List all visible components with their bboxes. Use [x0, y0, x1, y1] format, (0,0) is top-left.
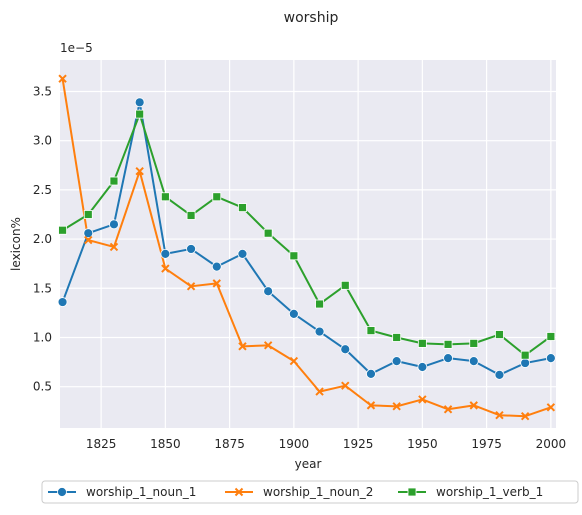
- legend-label: worship_1_noun_2: [263, 485, 373, 499]
- data-point-worship_1_verb_1: [340, 280, 350, 290]
- x-tick-label: 2000: [536, 437, 567, 451]
- data-point-worship_1_verb_1: [546, 332, 556, 341]
- legend: worship_1_noun_1 worship_1_noun_2 worship_…: [41, 480, 579, 504]
- data-point-worship_1_noun_1: [366, 368, 376, 379]
- data-point-worship_1_noun_1: [186, 244, 196, 254]
- data-point-worship_1_verb_1: [315, 299, 324, 309]
- y-tick-label: 2.5: [33, 183, 52, 197]
- data-point-worship_1_verb_1: [263, 228, 273, 238]
- x-tick-label: 1900: [279, 437, 310, 451]
- data-point-worship_1_noun_1: [443, 353, 453, 364]
- legend-swatch-marker: [407, 487, 417, 497]
- data-point-worship_1_noun_1: [340, 344, 351, 355]
- y-axis-label: lexicon%: [9, 217, 23, 271]
- data-point-worship_1_noun_2: [161, 264, 170, 273]
- series-line-worship_1_noun_2: [61, 78, 552, 418]
- x-tick-label: 1975: [471, 437, 502, 451]
- y-tick-label: 0.5: [33, 380, 52, 394]
- data-point-worship_1_verb_1: [469, 338, 479, 348]
- data-point-worship_1_noun_2: [520, 411, 530, 421]
- data-point-worship_1_noun_2: [84, 235, 93, 245]
- y-axis: 0.5 1.0 1.5 2.0 2.5 3.0 3.5: [33, 84, 52, 393]
- data-point-worship_1_noun_2: [263, 341, 273, 350]
- data-point-worship_1_noun_1: [468, 356, 479, 366]
- data-point-worship_1_noun_2: [418, 395, 427, 404]
- y-tick-label: 3.0: [33, 134, 52, 148]
- data-point-worship_1_noun_1: [545, 353, 556, 364]
- data-point-worship_1_verb_1: [109, 176, 119, 186]
- plot-area: [60, 60, 556, 428]
- data-point-worship_1_noun_2: [546, 403, 556, 412]
- data-point-worship_1_verb_1: [135, 109, 145, 119]
- legend-box: [41, 480, 579, 504]
- legend-swatch-marker: [57, 487, 67, 497]
- data-point-worship_1_noun_1: [237, 248, 248, 259]
- data-point-worship_1_noun_1: [160, 248, 171, 259]
- x-tick-label: 1825: [86, 437, 117, 451]
- data-point-worship_1_verb_1: [392, 333, 402, 342]
- y-axis-multiplier: 1e−5: [60, 41, 93, 55]
- data-point-worship_1_noun_1: [83, 228, 94, 239]
- data-point-worship_1_verb_1: [238, 203, 247, 212]
- grid: [60, 60, 556, 428]
- data-point-worship_1_noun_2: [392, 402, 401, 411]
- data-point-worship_1_verb_1: [83, 210, 93, 219]
- x-tick-label: 1925: [343, 437, 374, 451]
- y-tick-label: 3.5: [33, 84, 52, 98]
- data-point-worship_1_verb_1: [212, 192, 222, 202]
- data-point-worship_1_noun_2: [238, 342, 247, 351]
- data-point-worship_1_noun_2: [135, 166, 144, 176]
- data-point-worship_1_noun_1: [494, 369, 505, 380]
- data-point-worship_1_noun_1: [314, 326, 325, 337]
- data-point-worship_1_noun_1: [288, 308, 299, 319]
- data-point-worship_1_noun_1: [417, 362, 428, 372]
- data-point-worship_1_noun_1: [391, 356, 402, 366]
- series-markers: [57, 74, 556, 421]
- data-point-worship_1_noun_2: [341, 381, 350, 390]
- data-point-worship_1_verb_1: [366, 326, 376, 335]
- data-point-worship_1_noun_1: [109, 219, 119, 230]
- data-point-worship_1_noun_2: [469, 401, 478, 410]
- data-point-worship_1_noun_2: [58, 74, 67, 83]
- y-tick-label: 1.5: [33, 281, 52, 295]
- x-tick-label: 1850: [150, 437, 181, 451]
- x-axis: 1825 1850 1875 1900 1925 1950 1975 2000: [86, 437, 566, 451]
- data-point-worship_1_noun_2: [495, 411, 504, 420]
- data-point-worship_1_verb_1: [443, 339, 453, 349]
- x-tick-label: 1875: [214, 437, 245, 451]
- data-point-worship_1_verb_1: [495, 330, 504, 339]
- data-point-worship_1_noun_1: [211, 261, 222, 272]
- data-point-worship_1_verb_1: [58, 225, 67, 235]
- data-point-worship_1_verb_1: [160, 192, 170, 202]
- data-point-worship_1_noun_2: [289, 356, 299, 366]
- data-point-worship_1_verb_1: [520, 350, 530, 360]
- data-point-worship_1_noun_2: [186, 282, 196, 291]
- data-point-worship_1_noun_1: [57, 297, 68, 307]
- legend-swatch-marker: [234, 487, 244, 497]
- chart-title: worship: [284, 10, 339, 26]
- legend-label: worship_1_noun_1: [86, 485, 196, 499]
- data-point-worship_1_verb_1: [417, 338, 427, 348]
- x-tick-label: 1950: [407, 437, 438, 451]
- y-tick-label: 1.0: [33, 330, 52, 344]
- legend-label: worship_1_verb_1: [436, 485, 543, 499]
- data-point-worship_1_noun_2: [109, 242, 119, 252]
- data-point-worship_1_verb_1: [186, 211, 196, 220]
- data-point-worship_1_noun_1: [263, 286, 274, 297]
- data-point-worship_1_noun_2: [212, 279, 221, 288]
- data-point-worship_1_noun_2: [315, 387, 324, 396]
- data-point-worship_1_noun_2: [366, 401, 376, 410]
- y-tick-label: 2.0: [33, 232, 52, 246]
- data-point-worship_1_noun_1: [134, 97, 145, 108]
- x-axis-label: year: [295, 457, 322, 471]
- data-point-worship_1_verb_1: [289, 251, 299, 261]
- data-point-worship_1_noun_1: [520, 358, 531, 368]
- data-point-worship_1_noun_2: [443, 405, 453, 414]
